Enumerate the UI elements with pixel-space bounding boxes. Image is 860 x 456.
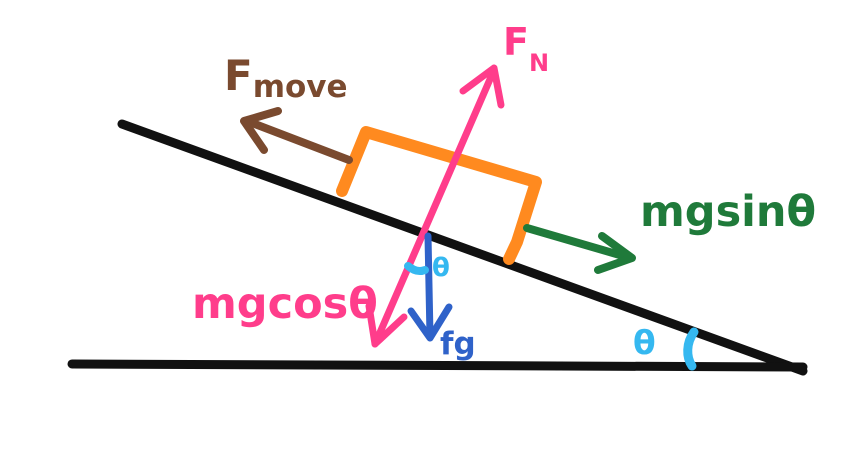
incline-line [117, 119, 808, 376]
theta-label-base: θ [633, 323, 656, 362]
normal-force-line [371, 66, 498, 348]
block [336, 126, 542, 265]
theta-mark-block [404, 262, 429, 275]
mg-cos-arrowhead [365, 302, 408, 348]
fg-label: fg [440, 326, 476, 362]
fg-arrowhead [407, 303, 453, 342]
theta-mark-base [683, 327, 699, 371]
normal-force-arrowhead [459, 64, 505, 109]
mg-cos-label: mgcosθ [192, 279, 378, 329]
f-move-arrowhead [240, 107, 282, 154]
normal-force-label: FN [503, 20, 549, 77]
theta-label-block: θ [432, 253, 450, 283]
fg-arrow [424, 232, 434, 340]
mg-sin-arrow [523, 224, 634, 262]
f-move-arrow [243, 117, 353, 164]
ground-line [67, 359, 808, 372]
f-move-label: Fmove [224, 51, 348, 105]
mg-sin-label: mgsinθ [640, 187, 816, 237]
mg-sin-arrowhead [594, 232, 636, 274]
